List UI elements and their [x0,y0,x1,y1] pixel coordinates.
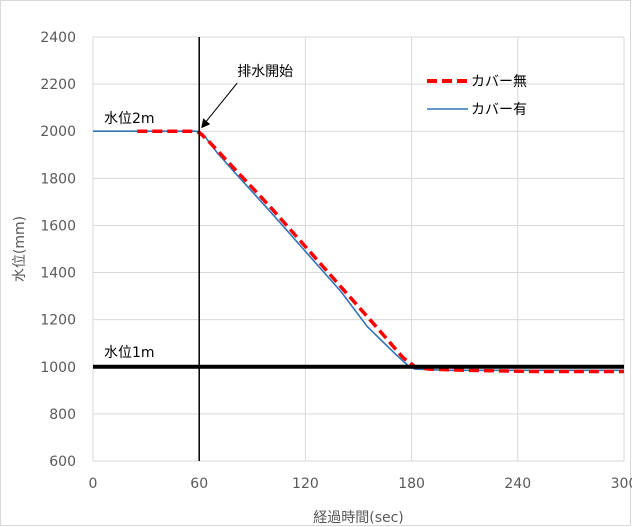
y-tick-label: 1600 [40,218,76,234]
series-line-2 [93,130,624,372]
y-axis-title: 水位(mm) [12,216,28,282]
y-tick-label: 2400 [40,30,76,46]
annotation-arrow-line [202,82,238,126]
x-axis-title: 経過時間(sec) [313,510,404,526]
y-tick-labels: 600 800 1000 1200 1400 1600 1800 2000 2200 2400 [40,30,76,470]
x-tick-label: 240 [504,476,531,492]
y-tick-label: 1200 [40,313,76,329]
x-tick-label: 0 [89,476,98,492]
y-tick-label: 2200 [40,77,76,93]
y-tick-label: 2000 [40,124,76,140]
annotation-drain-start: 排水開始 [237,64,293,80]
x-tick-label: 180 [398,476,425,492]
legend-label-1: カバー無 [471,74,527,90]
x-tick-labels: 0 60 120 180 240 300 [89,476,632,492]
x-tick-label: 300 [611,476,632,492]
gridlines [92,36,625,462]
annotation-arrow-head [201,118,211,129]
y-tick-label: 600 [49,454,76,470]
x-tick-label: 120 [292,476,319,492]
x-tick-label: 60 [190,476,208,492]
series-line-1 [137,129,624,374]
y-tick-label: 800 [49,407,76,423]
legend-label-2: カバー有 [471,102,527,118]
y-tick-label: 1800 [40,171,76,187]
annotation-level-2m: 水位2m [104,111,155,127]
series-layer [93,37,624,461]
y-tick-label: 1000 [40,360,76,376]
annotation-level-1m: 水位1m [104,345,155,361]
y-tick-label: 1400 [40,266,76,282]
